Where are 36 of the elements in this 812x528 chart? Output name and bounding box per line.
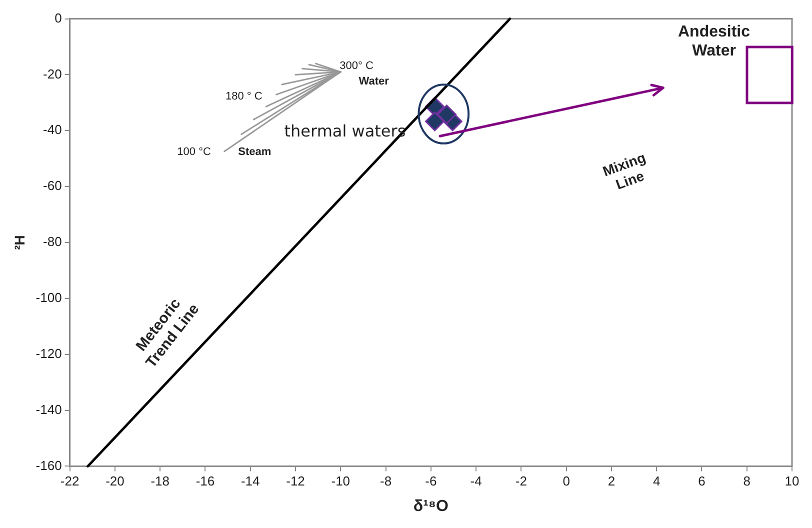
annotation: 300° C <box>340 60 374 72</box>
x-tick-label: 8 <box>743 474 750 489</box>
y-tick-label: -140 <box>36 402 62 417</box>
x-tick-label: 4 <box>652 474 660 489</box>
y-tick-label: -60 <box>43 178 62 194</box>
x-axis-title: δ¹⁸O <box>413 498 448 515</box>
annotation: Water <box>358 75 390 88</box>
y-tick-label: 0 <box>54 10 62 26</box>
x-tick-label: -20 <box>106 474 124 489</box>
y-axis-title: ²H <box>11 235 28 250</box>
y-tick-label: -20 <box>43 66 62 82</box>
annotation: Steam <box>238 146 272 158</box>
y-tick-label: -80 <box>43 234 62 250</box>
x-tick-label: -16 <box>196 474 215 489</box>
y-tick-label: -120 <box>36 346 62 361</box>
x-tick-label: 10 <box>784 474 800 489</box>
annotation: 180 ° C <box>225 90 262 103</box>
x-tick-label: -22 <box>60 474 80 489</box>
x-tick-label: -18 <box>150 474 170 489</box>
y-tick-label: -40 <box>43 122 62 138</box>
x-tick-label: -2 <box>515 474 527 489</box>
x-tick-label: 6 <box>698 474 706 489</box>
x-tick-label: -6 <box>425 474 437 489</box>
x-tick-label: -4 <box>470 474 482 489</box>
x-tick-label: -10 <box>331 474 350 489</box>
annotation: Andesitic Water <box>678 23 750 60</box>
x-tick-label: -8 <box>380 474 392 489</box>
y-tick-label: -160 <box>36 458 62 473</box>
x-tick-label: 2 <box>608 474 616 489</box>
x-tick-label: -14 <box>240 474 260 489</box>
annotation: Mixing Line <box>600 149 648 192</box>
annotation: thermal waters <box>284 122 406 141</box>
x-tick-label: -12 <box>286 474 305 489</box>
x-tick-label: 0 <box>562 474 570 489</box>
y-tick-label: -100 <box>36 290 62 306</box>
annotation: 100 °C <box>177 146 211 158</box>
